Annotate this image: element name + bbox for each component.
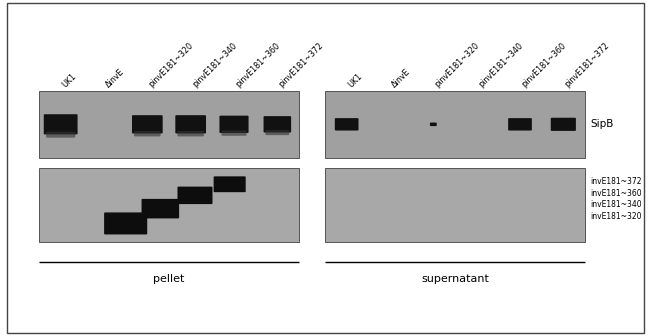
FancyBboxPatch shape [134,131,161,136]
Text: invE181~360: invE181~360 [590,188,642,198]
Text: pinvE181~340: pinvE181~340 [476,41,525,89]
Text: pinvE181~372: pinvE181~372 [564,41,612,89]
Text: pinvE181~320: pinvE181~320 [434,41,482,89]
FancyBboxPatch shape [263,116,291,132]
FancyBboxPatch shape [177,131,204,136]
FancyBboxPatch shape [104,212,147,235]
FancyBboxPatch shape [265,130,289,135]
Text: ΔinvE: ΔinvE [390,67,412,89]
Text: invE181~340: invE181~340 [590,201,642,209]
Text: UK1: UK1 [60,71,79,89]
FancyBboxPatch shape [222,130,246,136]
Text: pinvE181~320: pinvE181~320 [148,41,196,89]
Text: SipB: SipB [590,119,614,129]
FancyBboxPatch shape [214,176,246,192]
FancyBboxPatch shape [46,132,75,138]
FancyBboxPatch shape [176,115,206,133]
FancyBboxPatch shape [430,123,437,126]
Text: pinvE181~372: pinvE181~372 [278,41,326,89]
Text: invE181~320: invE181~320 [590,212,642,221]
Text: ΔinvE: ΔinvE [104,67,126,89]
FancyBboxPatch shape [551,118,576,131]
Text: UK1: UK1 [346,71,365,89]
FancyBboxPatch shape [220,116,248,133]
FancyBboxPatch shape [142,199,179,218]
Bar [325,168,585,242]
Text: pellet: pellet [153,274,185,284]
Bar [325,91,585,158]
Text: pinvE181~360: pinvE181~360 [520,41,568,89]
Bar [39,91,299,158]
Text: pinvE181~360: pinvE181~360 [234,41,282,89]
FancyBboxPatch shape [44,114,77,134]
Text: invE181~372: invE181~372 [590,177,642,186]
FancyBboxPatch shape [177,186,213,204]
FancyBboxPatch shape [132,115,162,133]
Text: pinvE181~340: pinvE181~340 [190,41,239,89]
FancyBboxPatch shape [335,118,359,130]
Bar [39,168,299,242]
Text: supernatant: supernatant [421,274,489,284]
FancyBboxPatch shape [508,118,532,130]
